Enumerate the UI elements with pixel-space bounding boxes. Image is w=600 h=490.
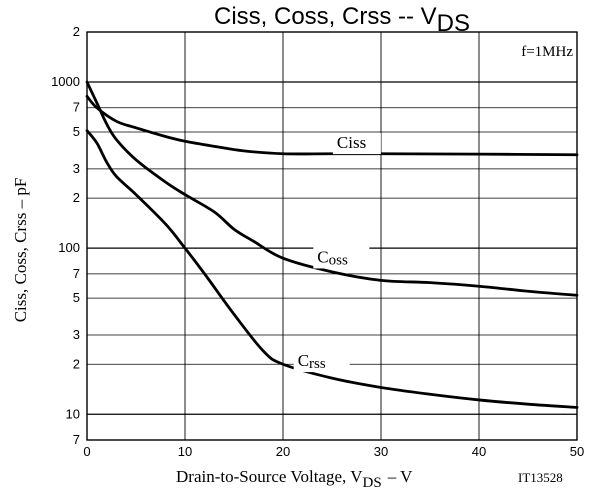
y-axis-label: Ciss, Coss, Crss – pF	[11, 178, 30, 323]
frequency-annotation: f=1MHz	[521, 44, 573, 60]
series-label-crss: Crss	[298, 351, 326, 372]
y-tick-label: 7	[73, 432, 80, 447]
x-axis-label-main: Drain-to-Source Voltage, V	[176, 467, 363, 486]
y-tick-label: 5	[73, 124, 80, 139]
series-line-ciss	[85, 94, 579, 157]
y-tick-label: 2	[73, 24, 80, 39]
chart-title-sub: DS	[437, 10, 470, 37]
y-tick-label: 3	[73, 327, 80, 342]
series-lines	[85, 80, 579, 409]
frequency-annotation-bg	[514, 40, 576, 62]
figure-id: IT13528	[518, 470, 563, 485]
series-label-bg	[293, 351, 350, 373]
series-label-bg	[332, 133, 381, 155]
x-tick-label: 20	[276, 444, 290, 459]
x-tick-label: 0	[83, 444, 90, 459]
series-label-ciss: Ciss	[337, 133, 366, 152]
y-tick-label: 7	[73, 100, 80, 115]
y-tick-label: 10	[66, 406, 80, 421]
x-axis-label: Drain-to-Source Voltage, VDS – V	[176, 467, 413, 490]
series-line-crss	[85, 129, 579, 409]
plot-frame	[86, 31, 578, 441]
y-tick-label: 3	[73, 161, 80, 176]
chart-title-main: Ciss, Coss, Crss -- V	[214, 3, 437, 30]
x-axis-label-sub: DS	[363, 475, 382, 490]
y-tick-label: 2	[73, 190, 80, 205]
chart-title: Ciss, Coss, Crss -- VDS	[214, 3, 470, 37]
x-tick-label: 30	[374, 444, 388, 459]
y-tick-label: 1000	[51, 74, 80, 89]
x-tick-label: 40	[472, 444, 486, 459]
x-tick-label: 10	[178, 444, 192, 459]
x-tick-label: 50	[570, 444, 584, 459]
x-axis-label-unit: – V	[387, 467, 413, 486]
y-tick-label: 7	[73, 266, 80, 281]
y-tick-label: 5	[73, 290, 80, 305]
series-line-coss	[85, 80, 579, 297]
series-label-bg	[313, 247, 370, 269]
y-tick-label: 2	[73, 356, 80, 371]
series-labels: Ciss Coss Crss	[293, 133, 381, 373]
y-tick-label: 100	[58, 240, 80, 255]
series-label-coss: Coss	[317, 247, 348, 268]
